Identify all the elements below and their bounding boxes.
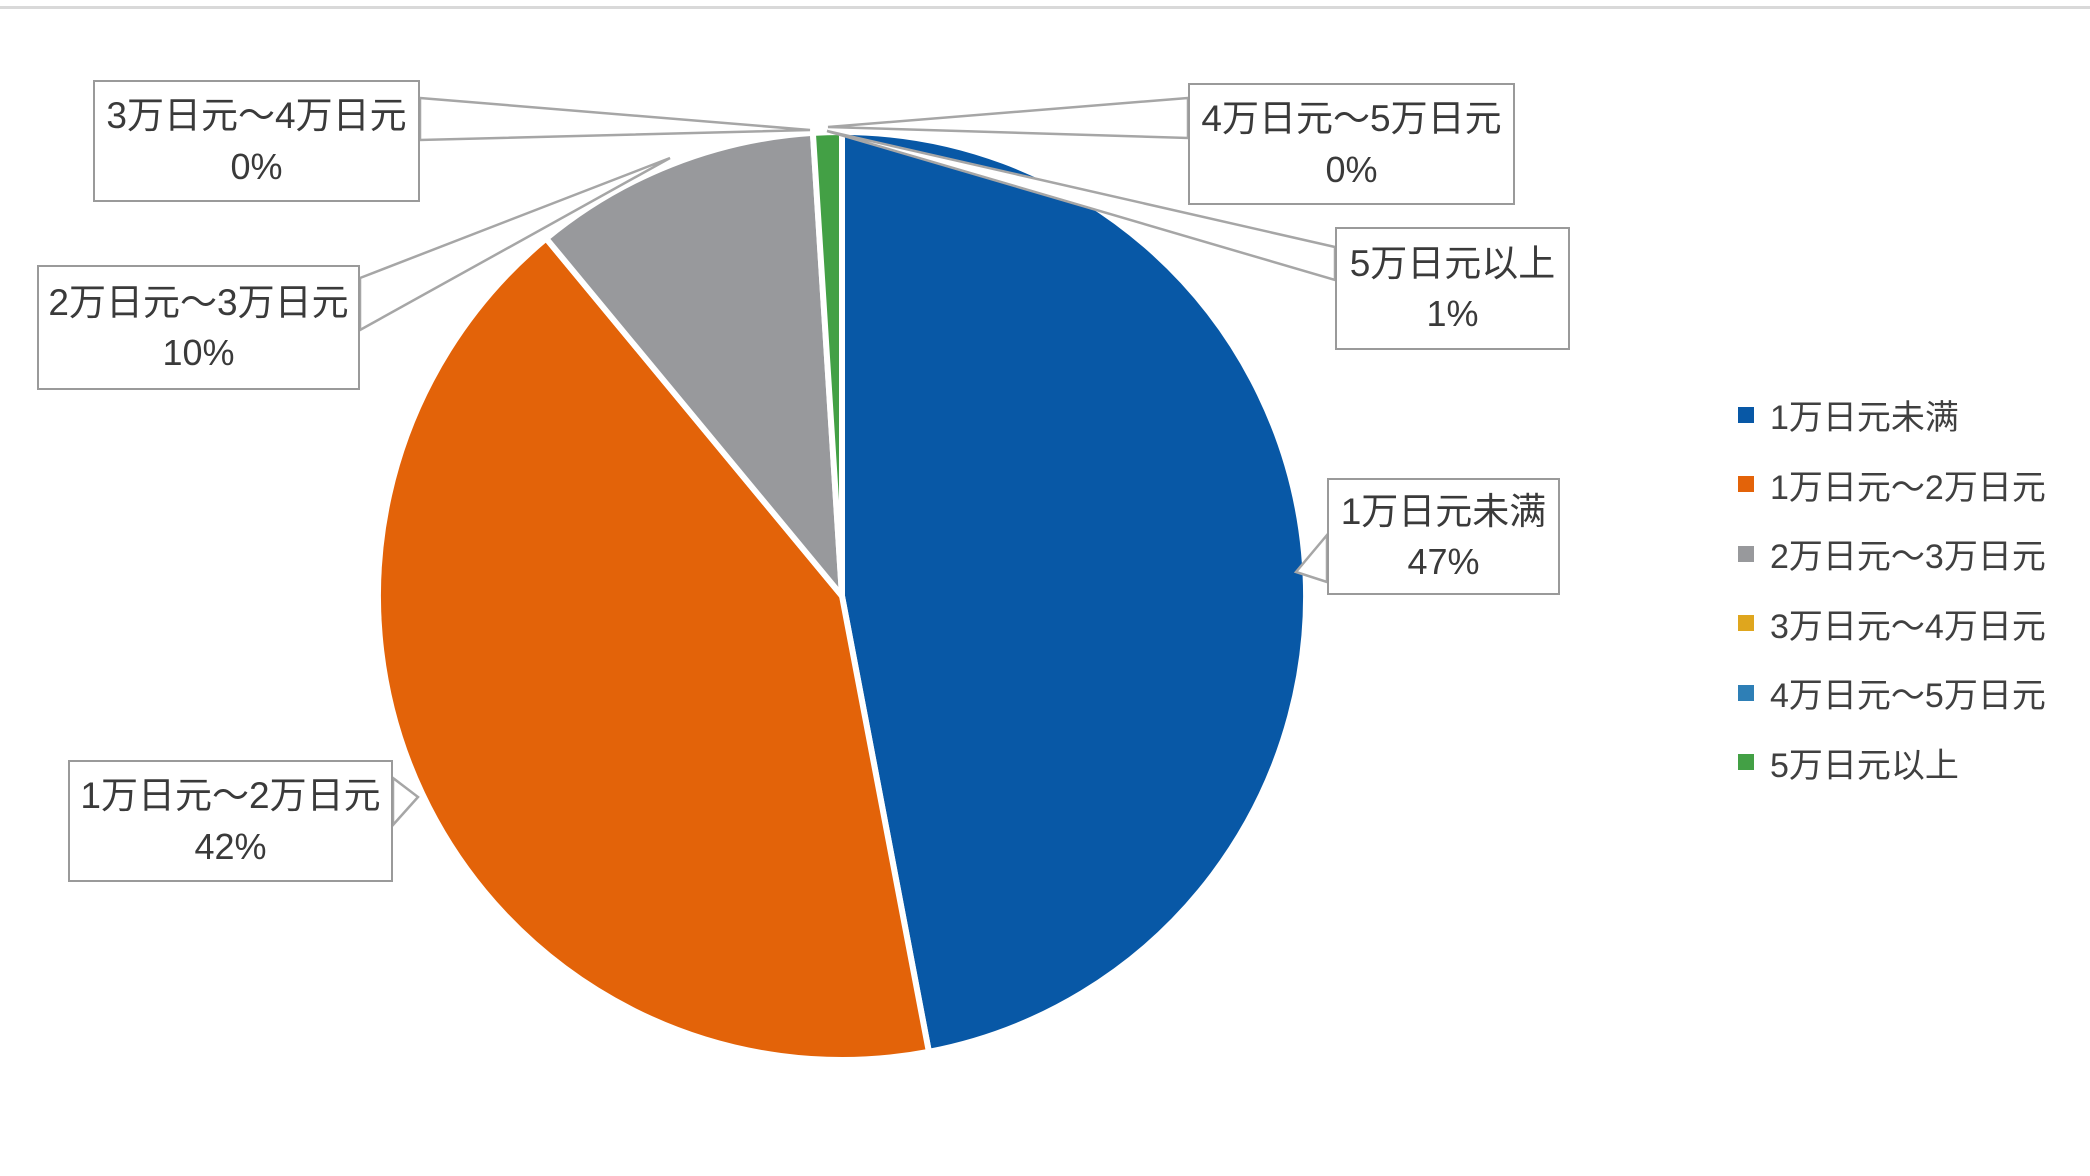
callout-value: 10% xyxy=(162,332,235,374)
legend-swatch-icon xyxy=(1738,684,1754,701)
pie-slices xyxy=(374,128,1310,1064)
legend-label: 1万日元未满 xyxy=(1770,399,1959,438)
leader-wedge-0 xyxy=(418,96,811,142)
callout-label: 1万日元未满 xyxy=(1340,490,1547,532)
legend-item-over5man: 5万日元以上 xyxy=(1738,728,2046,798)
callout-over5man: 5万日元以上 1% xyxy=(1335,227,1570,350)
callout-1to2man: 1万日元〜2万日元 42% xyxy=(68,760,393,882)
legend-label: 1万日元〜2万日元 xyxy=(1770,468,2046,507)
legend-swatch-icon xyxy=(1738,754,1754,771)
legend-item-1to2man: 1万日元〜2万日元 xyxy=(1738,450,2046,520)
legend-label: 5万日元以上 xyxy=(1770,746,1959,785)
legend-label: 2万日元〜3万日元 xyxy=(1770,538,2046,577)
callout-label: 3万日元〜4万日元 xyxy=(106,95,407,137)
callout-value: 42% xyxy=(194,825,267,867)
callout-4to5man: 4万日元〜5万日元 0% xyxy=(1188,83,1515,205)
legend-label: 4万日元〜5万日元 xyxy=(1770,677,2046,716)
callout-label: 5万日元以上 xyxy=(1349,242,1556,284)
legend-item-under1man: 1万日元未满 xyxy=(1738,380,2046,450)
legend-swatch-icon xyxy=(1738,545,1754,562)
callout-label: 4万日元〜5万日元 xyxy=(1201,98,1502,140)
pie-slice-1 xyxy=(374,235,932,1064)
legend-item-4to5man: 4万日元〜5万日元 xyxy=(1738,658,2046,728)
legend-swatch-icon xyxy=(1738,406,1754,423)
callout-2to3man: 2万日元〜3万日元 10% xyxy=(37,265,360,390)
callout-value: 0% xyxy=(230,145,283,187)
callout-3to4man: 3万日元〜4万日元 0% xyxy=(93,80,420,202)
pie-slice-2 xyxy=(543,129,845,599)
leader-wedge-1 xyxy=(358,156,671,333)
callout-value: 0% xyxy=(1325,148,1378,190)
callout-under1man: 1万日元未满 47% xyxy=(1327,478,1560,595)
legend-swatch-icon xyxy=(1738,476,1754,493)
legend-swatch-icon xyxy=(1738,615,1754,632)
callout-leader-pointers xyxy=(358,96,1337,829)
callout-value: 1% xyxy=(1426,293,1479,335)
callout-label: 1万日元〜2万日元 xyxy=(80,775,381,817)
callout-value: 47% xyxy=(1407,541,1480,583)
legend: 1万日元未满 1万日元〜2万日元 2万日元〜3万日元 3万日元〜4万日元 4万日… xyxy=(1738,380,2046,797)
top-divider-line xyxy=(0,6,2090,9)
legend-item-3to4man: 3万日元〜4万日元 xyxy=(1738,589,2046,659)
legend-label: 3万日元〜4万日元 xyxy=(1770,607,2046,646)
callout-label: 2万日元〜3万日元 xyxy=(48,281,349,323)
legend-item-2to3man: 2万日元〜3万日元 xyxy=(1738,519,2046,589)
pie-slice-0 xyxy=(839,129,1310,1055)
leader-wedge-5 xyxy=(391,775,420,829)
